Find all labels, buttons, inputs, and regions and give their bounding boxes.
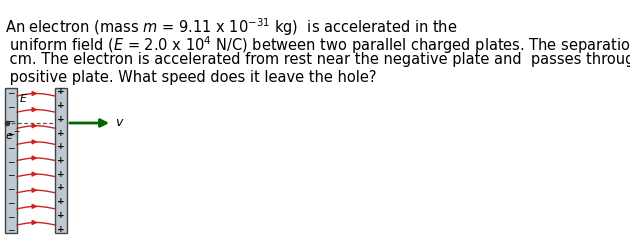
- Text: positive plate. What speed does it leave the hole?: positive plate. What speed does it leave…: [5, 70, 377, 85]
- Text: +: +: [57, 129, 65, 138]
- Text: $-$: $-$: [7, 115, 15, 124]
- Text: +: +: [57, 156, 65, 165]
- Text: +: +: [57, 142, 65, 151]
- Text: $-$: $-$: [7, 197, 15, 206]
- Text: $E$: $E$: [19, 92, 28, 104]
- Text: +: +: [57, 183, 65, 192]
- Text: $-$: $-$: [7, 88, 15, 96]
- Text: $v$: $v$: [115, 116, 125, 129]
- Text: $-$: $-$: [7, 156, 15, 165]
- Bar: [55, 88, 67, 233]
- Text: An electron (mass $m$ = 9.11 x 10$^{-31}$ kg)  is accelerated in the: An electron (mass $m$ = 9.11 x 10$^{-31}…: [5, 16, 457, 38]
- Text: +: +: [57, 211, 65, 220]
- Text: +: +: [57, 88, 65, 96]
- Text: $-$: $-$: [7, 101, 15, 110]
- Text: $-$: $-$: [7, 170, 15, 179]
- Text: +: +: [57, 197, 65, 206]
- Text: $e^-$: $e^-$: [5, 131, 21, 142]
- Text: +: +: [57, 170, 65, 179]
- Text: $-$: $-$: [7, 142, 15, 151]
- Text: +: +: [57, 115, 65, 124]
- Text: +: +: [57, 224, 65, 233]
- Text: $-$: $-$: [7, 211, 15, 220]
- Text: $-$: $-$: [7, 183, 15, 192]
- Text: uniform field ($E$ = 2.0 x 10$^{4}$ N/C) between two parallel charged plates. Th: uniform field ($E$ = 2.0 x 10$^{4}$ N/C)…: [5, 34, 630, 56]
- Bar: [5, 88, 17, 233]
- Text: +: +: [57, 101, 65, 110]
- Text: $-$: $-$: [7, 224, 15, 233]
- Text: cm. The electron is accelerated from rest near the negative plate and  passes th: cm. The electron is accelerated from res…: [5, 52, 630, 67]
- Text: $-$: $-$: [7, 129, 15, 138]
